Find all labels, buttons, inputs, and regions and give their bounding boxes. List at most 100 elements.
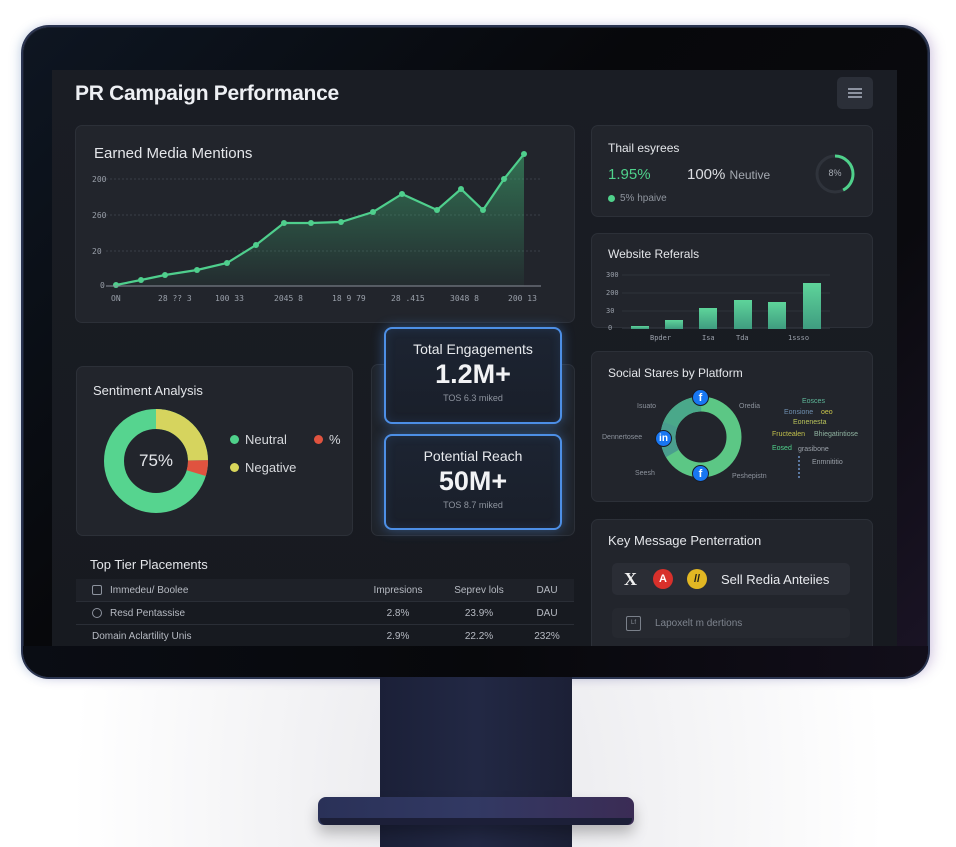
social-shares-card: Social Stares by Platform f in f Isuato … bbox=[591, 351, 873, 502]
social-legend-item: Fructealen bbox=[772, 431, 806, 438]
social-legend-item: oeo bbox=[821, 409, 833, 416]
y-tick: 0 bbox=[608, 324, 613, 332]
mentions-row[interactable]: Lf Lapoxelt m dertions bbox=[612, 608, 850, 638]
social-legend-item: Eonsione bbox=[784, 409, 814, 416]
ring-label: Isuato bbox=[637, 403, 657, 410]
website-referrals-card: Website Referals 300 200 30 0 bbox=[591, 233, 873, 332]
negative-dot-icon bbox=[230, 463, 239, 472]
sentiment-center-value: 75% bbox=[138, 451, 174, 470]
x-tick: ON bbox=[111, 294, 121, 303]
cell: 2.8% bbox=[386, 607, 410, 619]
kpi-value: 1.2M+ bbox=[435, 359, 511, 389]
kpi-label: Total Engagements bbox=[413, 341, 533, 357]
x-tick: 28 .415 bbox=[391, 294, 425, 303]
referrals-bar-chart bbox=[622, 274, 830, 329]
cell: 22.2% bbox=[464, 631, 494, 642]
y-tick: 20 bbox=[92, 247, 102, 256]
x-tick: 18 9 79 bbox=[332, 294, 366, 303]
ring-value: 8% bbox=[828, 168, 842, 178]
facebook-icon: f bbox=[692, 465, 709, 482]
column-header[interactable]: DAU bbox=[536, 584, 558, 596]
social-legend-item: Enmnititio bbox=[812, 459, 843, 466]
legend-label: % bbox=[329, 432, 341, 447]
x-logo-icon: X bbox=[624, 568, 637, 589]
legend-item-neutral: Neutral bbox=[230, 432, 287, 447]
list-icon bbox=[92, 585, 102, 595]
sub-legend: 5% hpaive bbox=[608, 193, 667, 204]
hamburger-menu-icon bbox=[848, 92, 862, 94]
linkedin-icon: in bbox=[655, 430, 672, 447]
cell: Domain Aclartility Unis bbox=[92, 631, 192, 642]
column-header[interactable]: Immedeu/ Boolee bbox=[110, 584, 189, 596]
social-legend-item: grasibone bbox=[798, 446, 829, 453]
x-tick: 3048 8 bbox=[450, 294, 479, 303]
y-tick: 0 bbox=[100, 281, 105, 290]
cell: 23.9% bbox=[464, 607, 494, 619]
x-tick: 1ssso bbox=[788, 334, 810, 342]
social-legend-item: Bhiegatintiose bbox=[814, 431, 858, 438]
column-header[interactable]: Impresions bbox=[373, 584, 423, 596]
legend-label: Negative bbox=[245, 460, 297, 475]
ring-label: Dennertosee bbox=[602, 434, 643, 441]
sentiment-title: Sentiment Analysis bbox=[93, 383, 203, 398]
x-tick: Bpder bbox=[650, 334, 672, 342]
outlet-icon bbox=[92, 608, 102, 618]
y-tick: 200 bbox=[606, 289, 619, 297]
adobe-logo-icon: A bbox=[653, 569, 673, 589]
social-legend-item: Eosed bbox=[772, 445, 792, 452]
referrals-title: Website Referals bbox=[608, 247, 700, 261]
legend-item-negative: Negative bbox=[230, 460, 296, 475]
summary-title: Thail esyrees bbox=[608, 141, 680, 155]
kpi-sub: TOS 6.3 miked bbox=[443, 393, 503, 403]
kpi-value: 50M+ bbox=[438, 466, 508, 496]
neutral-value: 100% Neutive bbox=[687, 166, 770, 183]
sentiment-analysis-card: Sentiment Analysis 75% Neutral % Negativ… bbox=[76, 366, 353, 536]
kpi-sub: TOS 8.7 miked bbox=[443, 500, 503, 510]
neutral-label: Neutive bbox=[729, 168, 771, 182]
mentions-row-label: Lapoxelt m dertions bbox=[655, 617, 743, 629]
x-tick: Isa bbox=[702, 334, 715, 342]
kpi-label: Potential Reach bbox=[423, 448, 523, 464]
x-tick: 2045 8 bbox=[274, 294, 303, 303]
x-tick: 200 13 bbox=[508, 294, 537, 303]
ring-label: Oredia bbox=[739, 403, 761, 410]
bottom-bezel bbox=[23, 646, 928, 677]
page-title: PR Campaign Performance bbox=[75, 82, 339, 105]
neutral-dot-icon bbox=[230, 435, 239, 444]
y-tick: 300 bbox=[606, 271, 619, 279]
ring-label: Seesh bbox=[635, 470, 655, 477]
legend-label: Neutral bbox=[245, 432, 287, 447]
cell: 232% bbox=[534, 631, 560, 642]
sentiment-summary-card: Thail esyrees 1.95% 100% Neutive 5% hpai… bbox=[591, 125, 873, 217]
table-row[interactable]: Resd Pentassise 2.8% 23.9% DAU bbox=[76, 602, 574, 625]
cell: 2.9% bbox=[386, 631, 410, 642]
document-icon: Lf bbox=[626, 615, 641, 631]
y-tick: 260 bbox=[92, 211, 107, 220]
menu-button[interactable] bbox=[837, 77, 873, 109]
table-row[interactable]: Domain Aclartility Unis 2.9% 22.2% 232% bbox=[76, 625, 574, 648]
monitor-stand-base bbox=[318, 797, 634, 825]
legend-divider bbox=[798, 456, 800, 478]
key-message-title: Key Message Penterration bbox=[608, 533, 762, 548]
x-tick: 28 ?? 3 bbox=[158, 294, 192, 303]
platform-row-label: Sell Redia Anteiies bbox=[721, 571, 830, 587]
platform-row[interactable]: X A // Sell Redia Anteiies bbox=[612, 563, 850, 595]
placements-table: Immedeu/ Boolee Impresions Seprev lols D… bbox=[76, 579, 574, 648]
column-header[interactable]: Seprev lols bbox=[454, 584, 504, 596]
sub-label: 5% hpaive bbox=[620, 193, 667, 204]
progress-ring bbox=[815, 154, 855, 194]
kpi-potential-reach: Potential Reach 50M+ TOS 8.7 miked bbox=[384, 434, 562, 530]
earned-media-card: Earned Media Mentions 200 260 20 0 ON 28… bbox=[75, 125, 575, 323]
green-dot-icon bbox=[608, 195, 615, 202]
red-dot-icon bbox=[314, 435, 323, 444]
kpi-total-engagements: Total Engagements 1.2M+ TOS 6.3 miked bbox=[384, 327, 562, 424]
social-legend-item: Eonenesta bbox=[793, 419, 827, 426]
ring-label: Peshepistn bbox=[732, 473, 767, 480]
x-tick: 100 33 bbox=[215, 294, 244, 303]
cell: DAU bbox=[536, 607, 558, 619]
x-tick: Tda bbox=[736, 334, 749, 342]
placements-title: Top Tier Placements bbox=[90, 557, 208, 572]
cell: Resd Pentassise bbox=[110, 607, 186, 619]
stripes-logo-icon: // bbox=[687, 569, 707, 589]
table-header-row: Immedeu/ Boolee Impresions Seprev lols D… bbox=[76, 579, 574, 602]
